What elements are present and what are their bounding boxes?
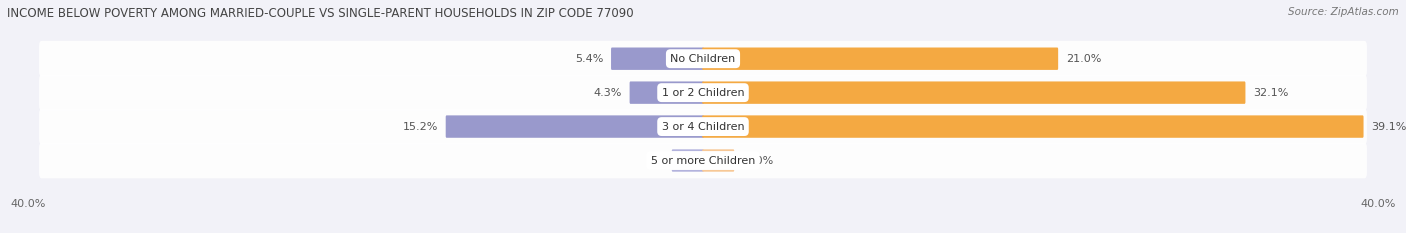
Text: 1 or 2 Children: 1 or 2 Children — [662, 88, 744, 98]
Text: 0.0%: 0.0% — [666, 155, 695, 165]
FancyBboxPatch shape — [702, 82, 1246, 104]
Text: 3 or 4 Children: 3 or 4 Children — [662, 122, 744, 132]
Text: 0.0%: 0.0% — [745, 155, 773, 165]
FancyBboxPatch shape — [702, 115, 1364, 138]
Text: INCOME BELOW POVERTY AMONG MARRIED-COUPLE VS SINGLE-PARENT HOUSEHOLDS IN ZIP COD: INCOME BELOW POVERTY AMONG MARRIED-COUPL… — [7, 7, 634, 20]
FancyBboxPatch shape — [630, 82, 704, 104]
FancyBboxPatch shape — [39, 109, 1367, 144]
FancyBboxPatch shape — [702, 149, 734, 172]
Text: Source: ZipAtlas.com: Source: ZipAtlas.com — [1288, 7, 1399, 17]
Text: 4.3%: 4.3% — [593, 88, 621, 98]
FancyBboxPatch shape — [672, 149, 704, 172]
Text: 21.0%: 21.0% — [1066, 54, 1101, 64]
Text: 5.4%: 5.4% — [575, 54, 603, 64]
Text: 32.1%: 32.1% — [1253, 88, 1288, 98]
FancyBboxPatch shape — [702, 48, 1059, 70]
FancyBboxPatch shape — [39, 41, 1367, 76]
FancyBboxPatch shape — [446, 115, 704, 138]
Text: 39.1%: 39.1% — [1371, 122, 1406, 132]
FancyBboxPatch shape — [612, 48, 704, 70]
FancyBboxPatch shape — [39, 75, 1367, 110]
Text: 15.2%: 15.2% — [402, 122, 439, 132]
Text: No Children: No Children — [671, 54, 735, 64]
FancyBboxPatch shape — [39, 143, 1367, 178]
Text: 5 or more Children: 5 or more Children — [651, 155, 755, 165]
